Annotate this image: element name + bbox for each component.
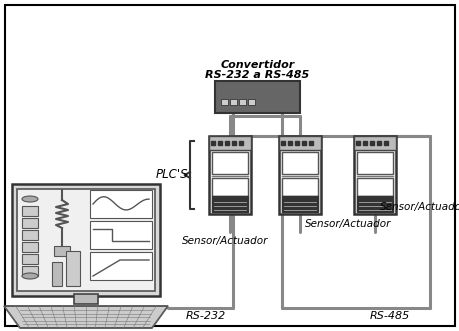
Bar: [12, 184, 160, 296]
Bar: [22, 218, 38, 228]
Bar: [220, 99, 228, 105]
Bar: [22, 254, 38, 264]
Bar: [22, 242, 38, 252]
Bar: [212, 152, 247, 174]
Bar: [22, 230, 38, 240]
Bar: [66, 251, 80, 286]
Bar: [214, 81, 299, 113]
Text: RS-232 a RS-485: RS-232 a RS-485: [205, 70, 309, 80]
Bar: [353, 136, 395, 150]
Bar: [281, 152, 317, 174]
Bar: [281, 178, 317, 196]
Bar: [356, 178, 392, 196]
Bar: [239, 99, 246, 105]
Bar: [90, 221, 151, 249]
Bar: [74, 294, 98, 304]
Bar: [22, 266, 38, 276]
Bar: [353, 136, 395, 214]
Bar: [356, 196, 392, 212]
Bar: [212, 178, 247, 196]
Text: Sensor/Actuador: Sensor/Actuador: [181, 236, 268, 246]
Bar: [281, 196, 317, 212]
Ellipse shape: [22, 273, 38, 279]
Text: RS-232: RS-232: [185, 311, 225, 321]
Polygon shape: [4, 306, 168, 328]
Text: RS-485: RS-485: [369, 311, 409, 321]
Bar: [208, 136, 251, 150]
Bar: [356, 152, 392, 174]
Text: Sensor/Actuador: Sensor/Actuador: [304, 219, 391, 229]
Bar: [52, 262, 62, 286]
Ellipse shape: [22, 196, 38, 202]
Text: PLC'S: PLC'S: [155, 168, 188, 181]
Bar: [279, 136, 320, 150]
Bar: [17, 189, 155, 291]
Bar: [90, 190, 151, 218]
Bar: [279, 136, 320, 214]
Bar: [230, 99, 236, 105]
Bar: [212, 196, 247, 212]
Bar: [247, 99, 254, 105]
Bar: [22, 206, 38, 216]
Text: Sensor/Actuador: Sensor/Actuador: [379, 202, 459, 212]
Bar: [208, 136, 251, 214]
Text: Convertidor: Convertidor: [220, 60, 294, 70]
Bar: [90, 252, 151, 280]
Bar: [54, 246, 70, 256]
